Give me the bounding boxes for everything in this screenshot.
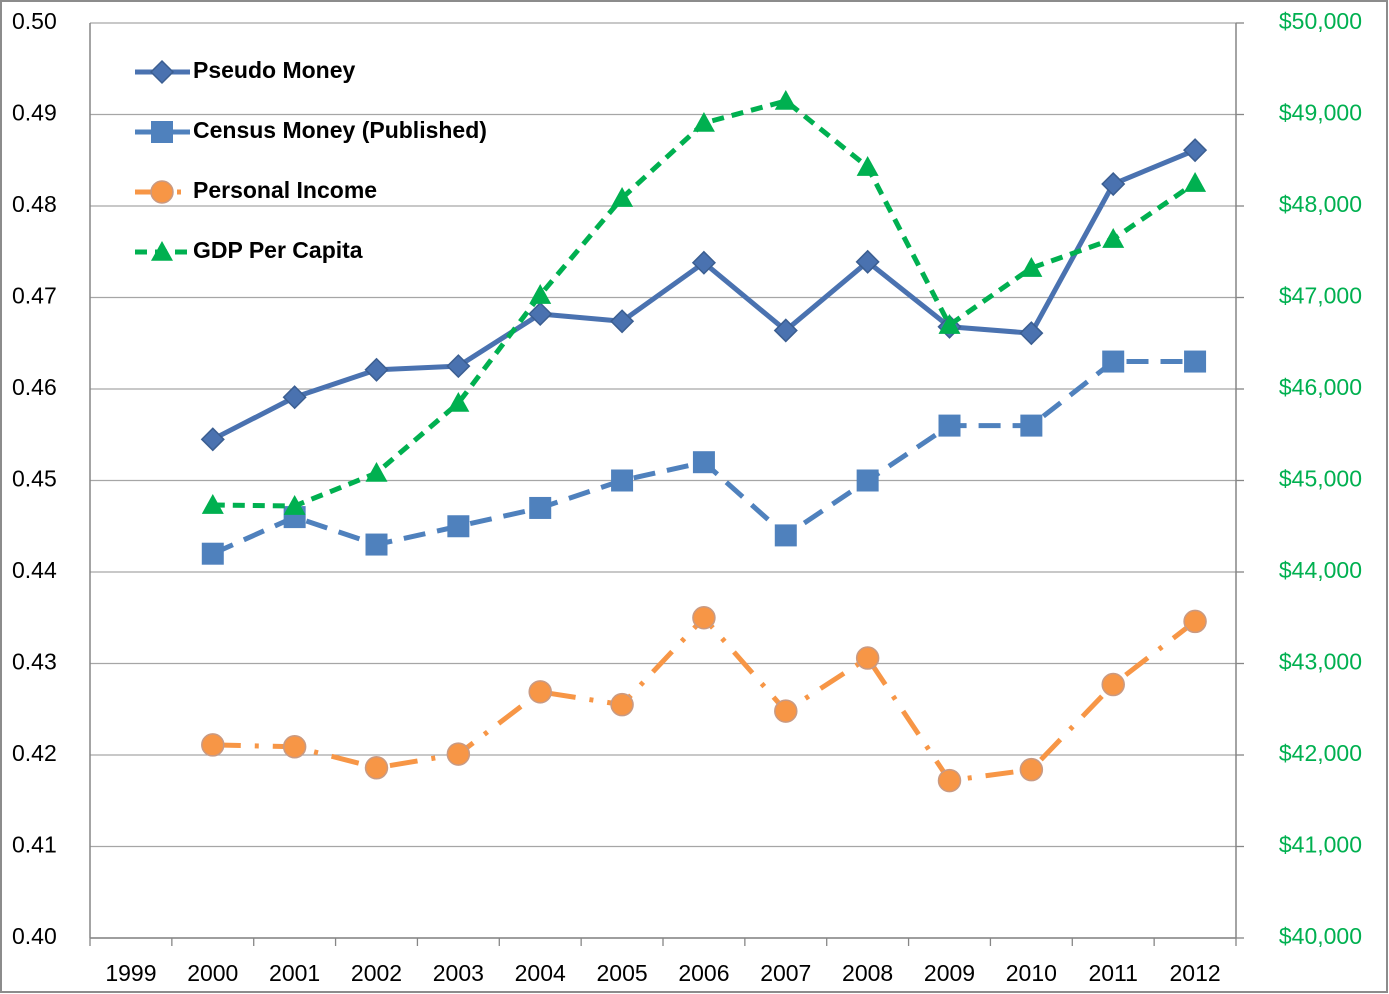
legend-marker: [151, 121, 173, 143]
data-point: [529, 284, 552, 304]
data-point: [365, 533, 388, 556]
data-point: [1102, 228, 1125, 248]
x-tick-label: 2004: [515, 960, 566, 986]
y2-tick-label: $46,000: [1279, 374, 1362, 400]
data-point: [937, 768, 962, 793]
data-point: [856, 469, 879, 492]
y2-tick-label: $48,000: [1279, 191, 1362, 217]
y2-tick-label: $44,000: [1279, 557, 1362, 583]
y-tick-label: 0.46: [12, 374, 57, 400]
legend-label: GDP Per Capita: [193, 237, 363, 263]
legend-marker: [151, 241, 173, 261]
x-tick-label: 2009: [924, 960, 975, 986]
data-point: [611, 469, 634, 492]
data-point: [447, 391, 470, 412]
y-tick-label: 0.42: [12, 740, 57, 766]
y2-tick-label: $45,000: [1279, 466, 1362, 492]
x-tick-label: 2001: [269, 960, 320, 986]
y2-tick-label: $41,000: [1279, 832, 1362, 858]
data-point: [201, 494, 224, 514]
legend-label: Personal Income: [193, 177, 377, 203]
data-point: [610, 309, 635, 334]
x-tick-label: 2012: [1169, 960, 1220, 986]
data-point: [774, 699, 798, 723]
y-tick-label: 0.41: [12, 832, 57, 858]
data-point: [365, 461, 388, 482]
data-point: [1020, 257, 1043, 277]
y-tick-label: 0.50: [12, 8, 57, 34]
x-tick-label: 2002: [351, 960, 402, 986]
legend-label: Census Money (Published): [193, 117, 487, 143]
y-tick-label: 0.44: [12, 557, 57, 583]
data-point: [611, 187, 634, 207]
x-tick-label: 2010: [1006, 960, 1057, 986]
x-tick-label: 1999: [105, 960, 156, 986]
data-point: [1183, 609, 1207, 634]
data-point: [1102, 350, 1125, 373]
legend-marker: [150, 180, 174, 204]
legend-marker: [149, 59, 175, 85]
data-point: [773, 318, 798, 343]
x-tick-label: 2005: [596, 960, 647, 986]
y2-tick-label: $42,000: [1279, 740, 1362, 766]
y-tick-label: 0.43: [12, 649, 57, 675]
data-point: [283, 495, 306, 515]
y-tick-label: 0.49: [12, 100, 57, 126]
data-point: [1019, 321, 1044, 346]
data-point: [1183, 138, 1208, 163]
y2-tick-label: $47,000: [1279, 283, 1362, 309]
x-tick-label: 2000: [187, 960, 238, 986]
data-point: [1019, 757, 1044, 782]
data-point: [692, 451, 715, 474]
x-tick-label: 2011: [1088, 960, 1137, 986]
data-point: [774, 524, 797, 547]
data-point: [855, 249, 880, 274]
data-point: [774, 89, 797, 110]
data-point: [1101, 171, 1126, 197]
data-point: [446, 742, 471, 766]
y-tick-label: 0.40: [12, 923, 57, 949]
data-point: [692, 112, 715, 132]
data-point: [446, 354, 471, 379]
data-point: [201, 542, 224, 565]
y-tick-label: 0.48: [12, 191, 57, 217]
y2-tick-label: $49,000: [1279, 100, 1362, 126]
x-tick-label: 2003: [433, 960, 484, 986]
data-point: [364, 357, 389, 382]
data-point: [610, 692, 634, 717]
data-point: [1184, 172, 1207, 192]
legend-label: Pseudo Money: [193, 57, 356, 83]
data-point: [282, 385, 307, 410]
data-point: [856, 156, 879, 176]
x-tick-label: 2008: [842, 960, 893, 986]
x-tick-label: 2006: [678, 960, 729, 986]
data-point: [855, 646, 880, 670]
y2-tick-label: $40,000: [1279, 923, 1362, 949]
data-point: [364, 756, 389, 780]
data-point: [201, 733, 225, 757]
y-tick-label: 0.45: [12, 466, 57, 492]
data-point: [529, 496, 552, 519]
data-point: [692, 606, 716, 630]
data-point: [528, 301, 553, 327]
y2-tick-label: $50,000: [1279, 8, 1362, 34]
data-point: [1020, 414, 1043, 437]
data-point: [447, 515, 470, 538]
data-point: [691, 250, 716, 275]
data-point: [1184, 350, 1207, 373]
y-tick-label: 0.47: [12, 283, 57, 309]
data-point: [938, 414, 961, 437]
data-point: [282, 735, 307, 759]
data-point: [938, 314, 961, 334]
data-point: [528, 680, 552, 704]
data-point: [1101, 672, 1125, 697]
y2-tick-label: $43,000: [1279, 649, 1362, 675]
x-tick-label: 2007: [760, 960, 811, 986]
data-point: [200, 427, 225, 452]
